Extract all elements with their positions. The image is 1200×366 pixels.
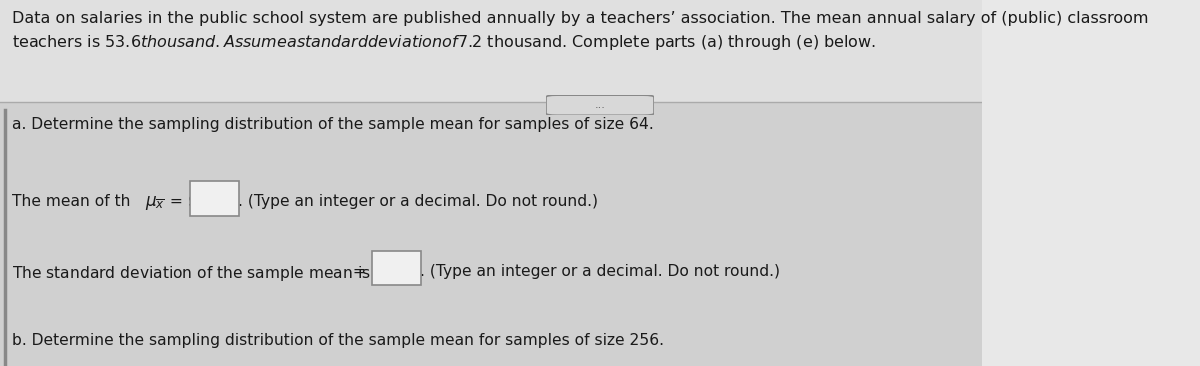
Text: b. Determine the sampling distribution of the sample mean for samples of size 25: b. Determine the sampling distribution o… [12, 333, 664, 348]
Text: . (Type an integer or a decimal. Do not round.): . (Type an integer or a decimal. Do not … [420, 264, 780, 279]
Text: Data on salaries in the public school system are published annually by a teacher: Data on salaries in the public school sy… [12, 11, 1148, 52]
FancyBboxPatch shape [0, 102, 983, 366]
Text: ...: ... [594, 100, 606, 110]
FancyBboxPatch shape [190, 181, 239, 216]
Text: a. Determine the sampling distribution of the sample mean for samples of size 64: a. Determine the sampling distribution o… [12, 117, 654, 132]
FancyBboxPatch shape [372, 251, 421, 285]
Text: The standard deviation of the sample mean is $\sigma_{\overline{x}}$: The standard deviation of the sample mea… [12, 264, 392, 283]
Text: $\mu_{\overline{x}}$: $\mu_{\overline{x}}$ [145, 194, 166, 212]
Text: The mean of th: The mean of th [12, 194, 131, 209]
Text: . (Type an integer or a decimal. Do not round.): . (Type an integer or a decimal. Do not … [238, 194, 598, 209]
Text: = $: = $ [166, 194, 198, 209]
Text: = $: = $ [348, 264, 380, 279]
FancyBboxPatch shape [0, 0, 983, 102]
FancyBboxPatch shape [546, 95, 654, 115]
